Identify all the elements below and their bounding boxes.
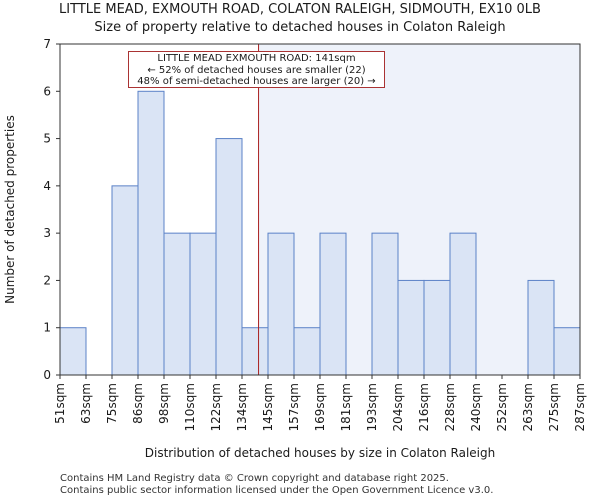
x-tick-label: 181sqm bbox=[339, 383, 353, 431]
histogram-bar bbox=[553, 327, 581, 376]
x-tick-label: 98sqm bbox=[157, 383, 171, 424]
y-tick-label: 2 bbox=[43, 273, 51, 287]
x-tick-label: 86sqm bbox=[131, 383, 145, 424]
footer-line1: Contains HM Land Registry data © Crown c… bbox=[60, 473, 449, 484]
annotation-line3: 48% of semi-detached houses are larger (… bbox=[137, 76, 376, 87]
x-tick-label: 287sqm bbox=[573, 383, 587, 431]
histogram-bar bbox=[267, 232, 295, 376]
histogram-bar bbox=[371, 232, 399, 376]
histogram-bar bbox=[111, 185, 139, 376]
x-tick-label: 157sqm bbox=[287, 383, 301, 431]
x-tick-label: 145sqm bbox=[261, 383, 275, 431]
y-tick-label: 1 bbox=[43, 321, 51, 335]
x-tick-label: 122sqm bbox=[209, 383, 223, 431]
annotation-box: LITTLE MEAD EXMOUTH ROAD: 141sqm ← 52% o… bbox=[128, 51, 385, 88]
x-tick-label: 252sqm bbox=[495, 383, 509, 431]
x-tick-label: 193sqm bbox=[365, 383, 379, 431]
x-tick-label: 75sqm bbox=[105, 383, 119, 424]
x-tick-label: 275sqm bbox=[547, 383, 561, 431]
y-axis-label: Number of detached properties bbox=[3, 115, 17, 304]
y-tick-label: 7 bbox=[43, 37, 51, 51]
histogram-bar bbox=[527, 279, 555, 376]
x-tick-label: 169sqm bbox=[313, 383, 327, 431]
annotation-line2: ← 52% of detached houses are smaller (22… bbox=[147, 64, 366, 76]
annotation-line1: LITTLE MEAD EXMOUTH ROAD: 141sqm bbox=[157, 53, 356, 64]
x-tick-label: 204sqm bbox=[391, 383, 405, 431]
histogram-bar bbox=[423, 279, 451, 376]
histogram-bar bbox=[189, 232, 217, 376]
chart-title-line2: Size of property relative to detached ho… bbox=[94, 20, 506, 35]
x-tick-label: 263sqm bbox=[521, 383, 535, 431]
histogram-bar bbox=[293, 327, 321, 376]
y-tick-label: 3 bbox=[43, 226, 51, 240]
x-tick-label: 216sqm bbox=[417, 383, 431, 431]
histogram-bar bbox=[163, 232, 191, 376]
x-tick-label: 63sqm bbox=[79, 383, 93, 424]
chart-title-line1: LITTLE MEAD, EXMOUTH ROAD, COLATON RALEI… bbox=[59, 2, 541, 17]
x-tick-label: 228sqm bbox=[443, 383, 457, 431]
histogram-bar bbox=[137, 90, 165, 376]
histogram-bar bbox=[397, 279, 425, 376]
y-tick-label: 4 bbox=[43, 179, 51, 193]
histogram-bar bbox=[241, 327, 269, 376]
histogram-bar bbox=[59, 327, 87, 376]
histogram-bar bbox=[449, 232, 477, 376]
x-tick-label: 134sqm bbox=[235, 383, 249, 431]
y-tick-label: 6 bbox=[43, 84, 51, 98]
x-axis-label: Distribution of detached houses by size … bbox=[145, 446, 495, 460]
y-tick-label: 0 bbox=[43, 368, 51, 382]
footer-line2: Contains public sector information licen… bbox=[60, 485, 494, 496]
y-tick-label: 5 bbox=[43, 132, 51, 146]
x-tick-label: 110sqm bbox=[183, 383, 197, 431]
histogram-bar bbox=[215, 138, 243, 376]
x-tick-label: 51sqm bbox=[53, 383, 67, 424]
x-tick-label: 240sqm bbox=[469, 383, 483, 431]
histogram-bar bbox=[319, 232, 347, 376]
